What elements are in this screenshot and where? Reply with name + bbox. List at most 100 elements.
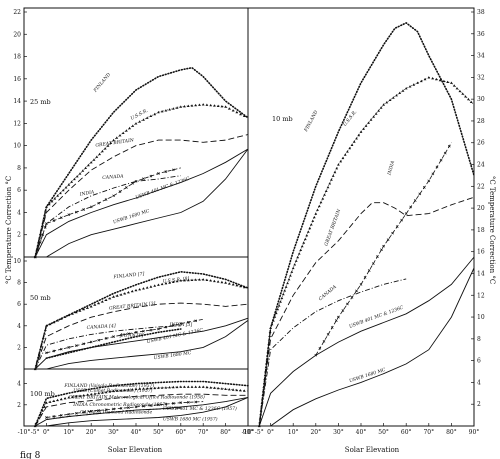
cross-marker <box>89 409 93 413</box>
triangle-marker <box>209 279 213 282</box>
triangle-marker <box>74 310 78 314</box>
triangle-marker <box>314 212 318 215</box>
series-label: USSR (Comet Radiosonde) (1957) <box>73 387 152 394</box>
series-label: FINLAND <box>303 109 320 133</box>
series-line <box>34 302 249 370</box>
series-label: INDIA [5] <box>169 322 193 328</box>
triangle-marker <box>179 385 183 388</box>
triangle-marker <box>357 133 361 137</box>
triangle-marker <box>101 391 104 394</box>
y-tick-label: 6 <box>17 301 21 308</box>
triangle-marker <box>183 279 186 282</box>
triangle-marker <box>452 84 456 87</box>
series-canada: CANADA <box>34 174 181 258</box>
cross-marker <box>97 338 101 342</box>
triangle-marker <box>198 278 201 281</box>
triangle-marker <box>56 319 59 322</box>
triangle-marker <box>391 96 395 99</box>
triangle-marker <box>316 208 319 211</box>
triangle-marker <box>220 105 224 108</box>
triangle-marker <box>194 385 198 388</box>
triangle-marker <box>398 91 402 94</box>
y-tick-label: 30 <box>477 96 485 103</box>
triangle-marker <box>364 124 368 127</box>
series-label: INDIA <box>78 189 95 198</box>
triangle-marker <box>224 281 227 284</box>
triangle-marker <box>374 112 378 115</box>
triangle-marker <box>450 81 453 84</box>
triangle-marker <box>87 163 90 167</box>
x-tick-label: 60° <box>175 429 186 436</box>
triangle-marker <box>186 385 190 388</box>
triangle-marker <box>118 134 122 137</box>
triangle-marker <box>97 301 101 305</box>
triangle-marker <box>179 279 183 282</box>
y-tick-label: 4 <box>17 381 21 388</box>
triangle-marker <box>164 109 168 112</box>
cross-marker <box>337 315 340 319</box>
triangle-marker <box>53 197 57 200</box>
x-tick-label: 90° <box>243 429 254 436</box>
x-tick-label: 80° <box>220 429 231 436</box>
triangle-marker <box>213 104 216 107</box>
triangle-marker <box>300 244 304 248</box>
series-label: GREAT BRITAIN <box>323 208 342 247</box>
triangle-marker <box>305 234 309 237</box>
triangle-marker <box>160 386 164 389</box>
series-line <box>46 320 249 370</box>
triangle-marker <box>205 278 209 281</box>
y-tick-label: 20 <box>477 205 485 212</box>
cross-marker <box>346 302 349 306</box>
y-tick-label: 28 <box>477 118 485 125</box>
cross-marker <box>125 186 128 189</box>
triangle-marker <box>134 122 138 125</box>
triangle-marker <box>259 409 263 412</box>
series-label: FINLAND [7] <box>112 271 145 280</box>
triangle-marker <box>209 386 213 389</box>
cross-marker <box>164 325 168 329</box>
y-tick-label: 32 <box>477 74 485 81</box>
triangle-marker <box>171 385 175 389</box>
triangle-marker <box>382 103 385 106</box>
triangle-marker <box>112 138 115 142</box>
triangle-marker <box>186 104 190 107</box>
cross-marker <box>157 172 160 175</box>
triangle-marker <box>242 114 246 117</box>
triangle-marker <box>201 385 205 388</box>
series-finland: FINLAND <box>34 66 249 258</box>
triangle-marker <box>330 178 333 181</box>
cross-marker <box>194 400 198 404</box>
cross-marker <box>97 409 101 412</box>
triangle-marker <box>239 284 242 288</box>
triangle-marker <box>164 386 168 389</box>
triangle-marker <box>130 388 134 391</box>
cross-marker <box>326 333 330 336</box>
x-axis-label-right: Solar Elevation <box>345 446 400 454</box>
triangle-marker <box>284 285 288 288</box>
triangle-marker <box>149 386 153 390</box>
triangle-marker <box>44 328 47 331</box>
series-line <box>34 393 248 427</box>
triangle-marker <box>44 209 47 212</box>
series-line <box>34 396 249 427</box>
series-line <box>34 175 181 258</box>
triangle-marker <box>43 405 46 408</box>
cross-marker <box>418 192 422 196</box>
triangle-marker <box>70 180 73 183</box>
panel-frame <box>23 7 249 258</box>
triangle-marker <box>323 193 326 196</box>
triangle-marker <box>183 105 186 108</box>
triangle-marker <box>47 202 51 206</box>
triangle-marker <box>404 87 408 90</box>
series-line <box>46 318 204 354</box>
triangle-marker <box>272 319 275 322</box>
triangle-marker <box>343 153 347 156</box>
triangle-marker <box>45 324 48 327</box>
triangle-marker <box>458 89 462 93</box>
triangle-marker <box>205 103 209 106</box>
y-tick-label: 8 <box>17 165 21 172</box>
triangle-marker <box>296 255 300 259</box>
x-tick-label: 90° <box>469 429 480 436</box>
triangle-marker <box>43 332 46 335</box>
x-tick-label: -5° <box>31 429 40 436</box>
